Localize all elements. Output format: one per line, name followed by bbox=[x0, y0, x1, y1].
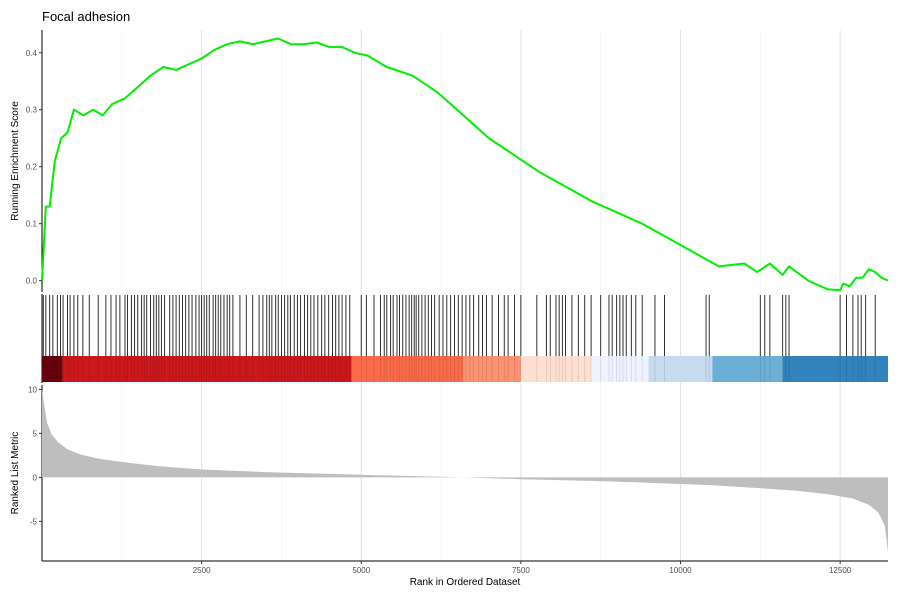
metric-y-axis-label: Ranked List Metric bbox=[10, 432, 21, 515]
x-tick-label: 5000 bbox=[352, 566, 370, 575]
metric-y-ticks: 10 5 0 -5 bbox=[28, 385, 42, 526]
color-bar-block bbox=[648, 356, 713, 382]
metric-tick-label: 0 bbox=[33, 473, 38, 482]
gene-hit-marks bbox=[42, 295, 876, 356]
ranked-metric-panel: 10 5 0 -5 2500 5000 7500 10000 12500 Ranked Lis… bbox=[10, 385, 888, 588]
es-tick-label: 0.2 bbox=[26, 163, 38, 172]
color-bar-block bbox=[463, 356, 521, 382]
color-bar-block bbox=[62, 356, 352, 382]
x-tick-label: 2500 bbox=[193, 566, 211, 575]
es-tick-label: 0.1 bbox=[26, 220, 38, 229]
metric-tick-label: -5 bbox=[30, 517, 38, 526]
ranked-metric-area bbox=[42, 389, 888, 553]
es-y-ticks: 0.0 0.1 0.2 0.3 0.4 bbox=[26, 49, 42, 286]
x-axis-ticks: 2500 5000 7500 10000 12500 bbox=[193, 561, 852, 575]
chart-title: Focal adhesion bbox=[42, 9, 130, 24]
color-bar-block bbox=[520, 356, 592, 382]
es-tick-label: 0.3 bbox=[26, 106, 38, 115]
color-bar-block bbox=[591, 356, 649, 382]
es-tick-label: 0.4 bbox=[26, 49, 38, 58]
enrichment-score-line bbox=[41, 37, 889, 292]
color-bar-block bbox=[782, 356, 888, 382]
x-tick-label: 7500 bbox=[512, 566, 530, 575]
x-tick-label: 10000 bbox=[669, 566, 692, 575]
gene-hit-panel bbox=[41, 294, 888, 383]
x-tick-label: 12500 bbox=[829, 566, 852, 575]
rank-color-bar bbox=[42, 356, 888, 382]
color-bar-block bbox=[42, 356, 63, 382]
es-y-axis-label: Running Enrichment Score bbox=[10, 101, 21, 221]
x-axis-label: Rank in Ordered Dataset bbox=[410, 577, 521, 588]
color-bar-block bbox=[712, 356, 783, 382]
metric-tick-label: 5 bbox=[33, 429, 38, 438]
es-tick-label: 0.0 bbox=[26, 277, 38, 286]
color-bar-block bbox=[351, 356, 464, 382]
enrichment-score-panel: 0.0 0.1 0.2 0.3 0.4 Running Enrichment Score bbox=[10, 30, 889, 292]
metric-tick-label: 10 bbox=[28, 385, 37, 394]
